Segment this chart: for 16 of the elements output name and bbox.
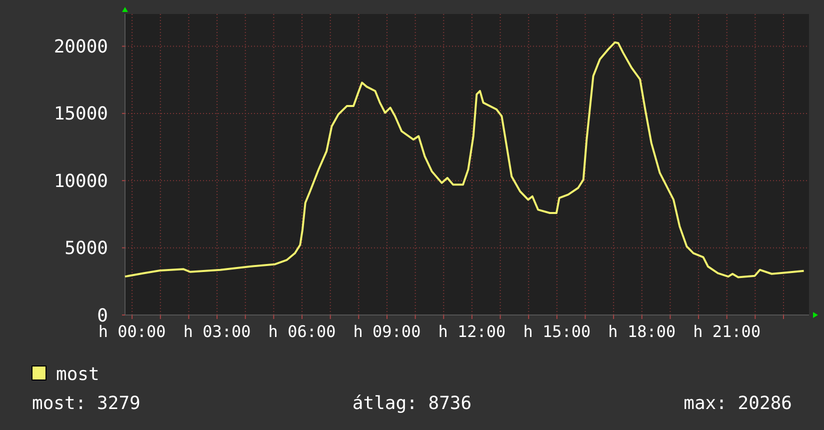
y-tick-label: 20000 [54,36,108,58]
x-tick-label: h 06:00 [268,322,336,341]
x-tick-label: h 15:00 [523,322,591,341]
y-tick-label: 15000 [54,104,108,125]
legend-label: most [56,364,100,385]
x-tick-label: h 21:00 [693,322,761,341]
text: max: 20286 [684,393,792,414]
y-tick-label: 5000 [64,238,108,260]
x-tick-label: h 12:00 [438,322,506,341]
x-tick-label: h 18:00 [608,322,676,341]
x-tick-label: h 09:00 [353,322,421,341]
x-tick-label: h 03:00 [183,322,251,341]
x-tick-label: h 00:00 [98,322,166,341]
y-tick-label: 10000 [54,170,108,192]
text: most: 3279 [32,393,140,414]
text: átlag: 8736 [352,393,472,414]
